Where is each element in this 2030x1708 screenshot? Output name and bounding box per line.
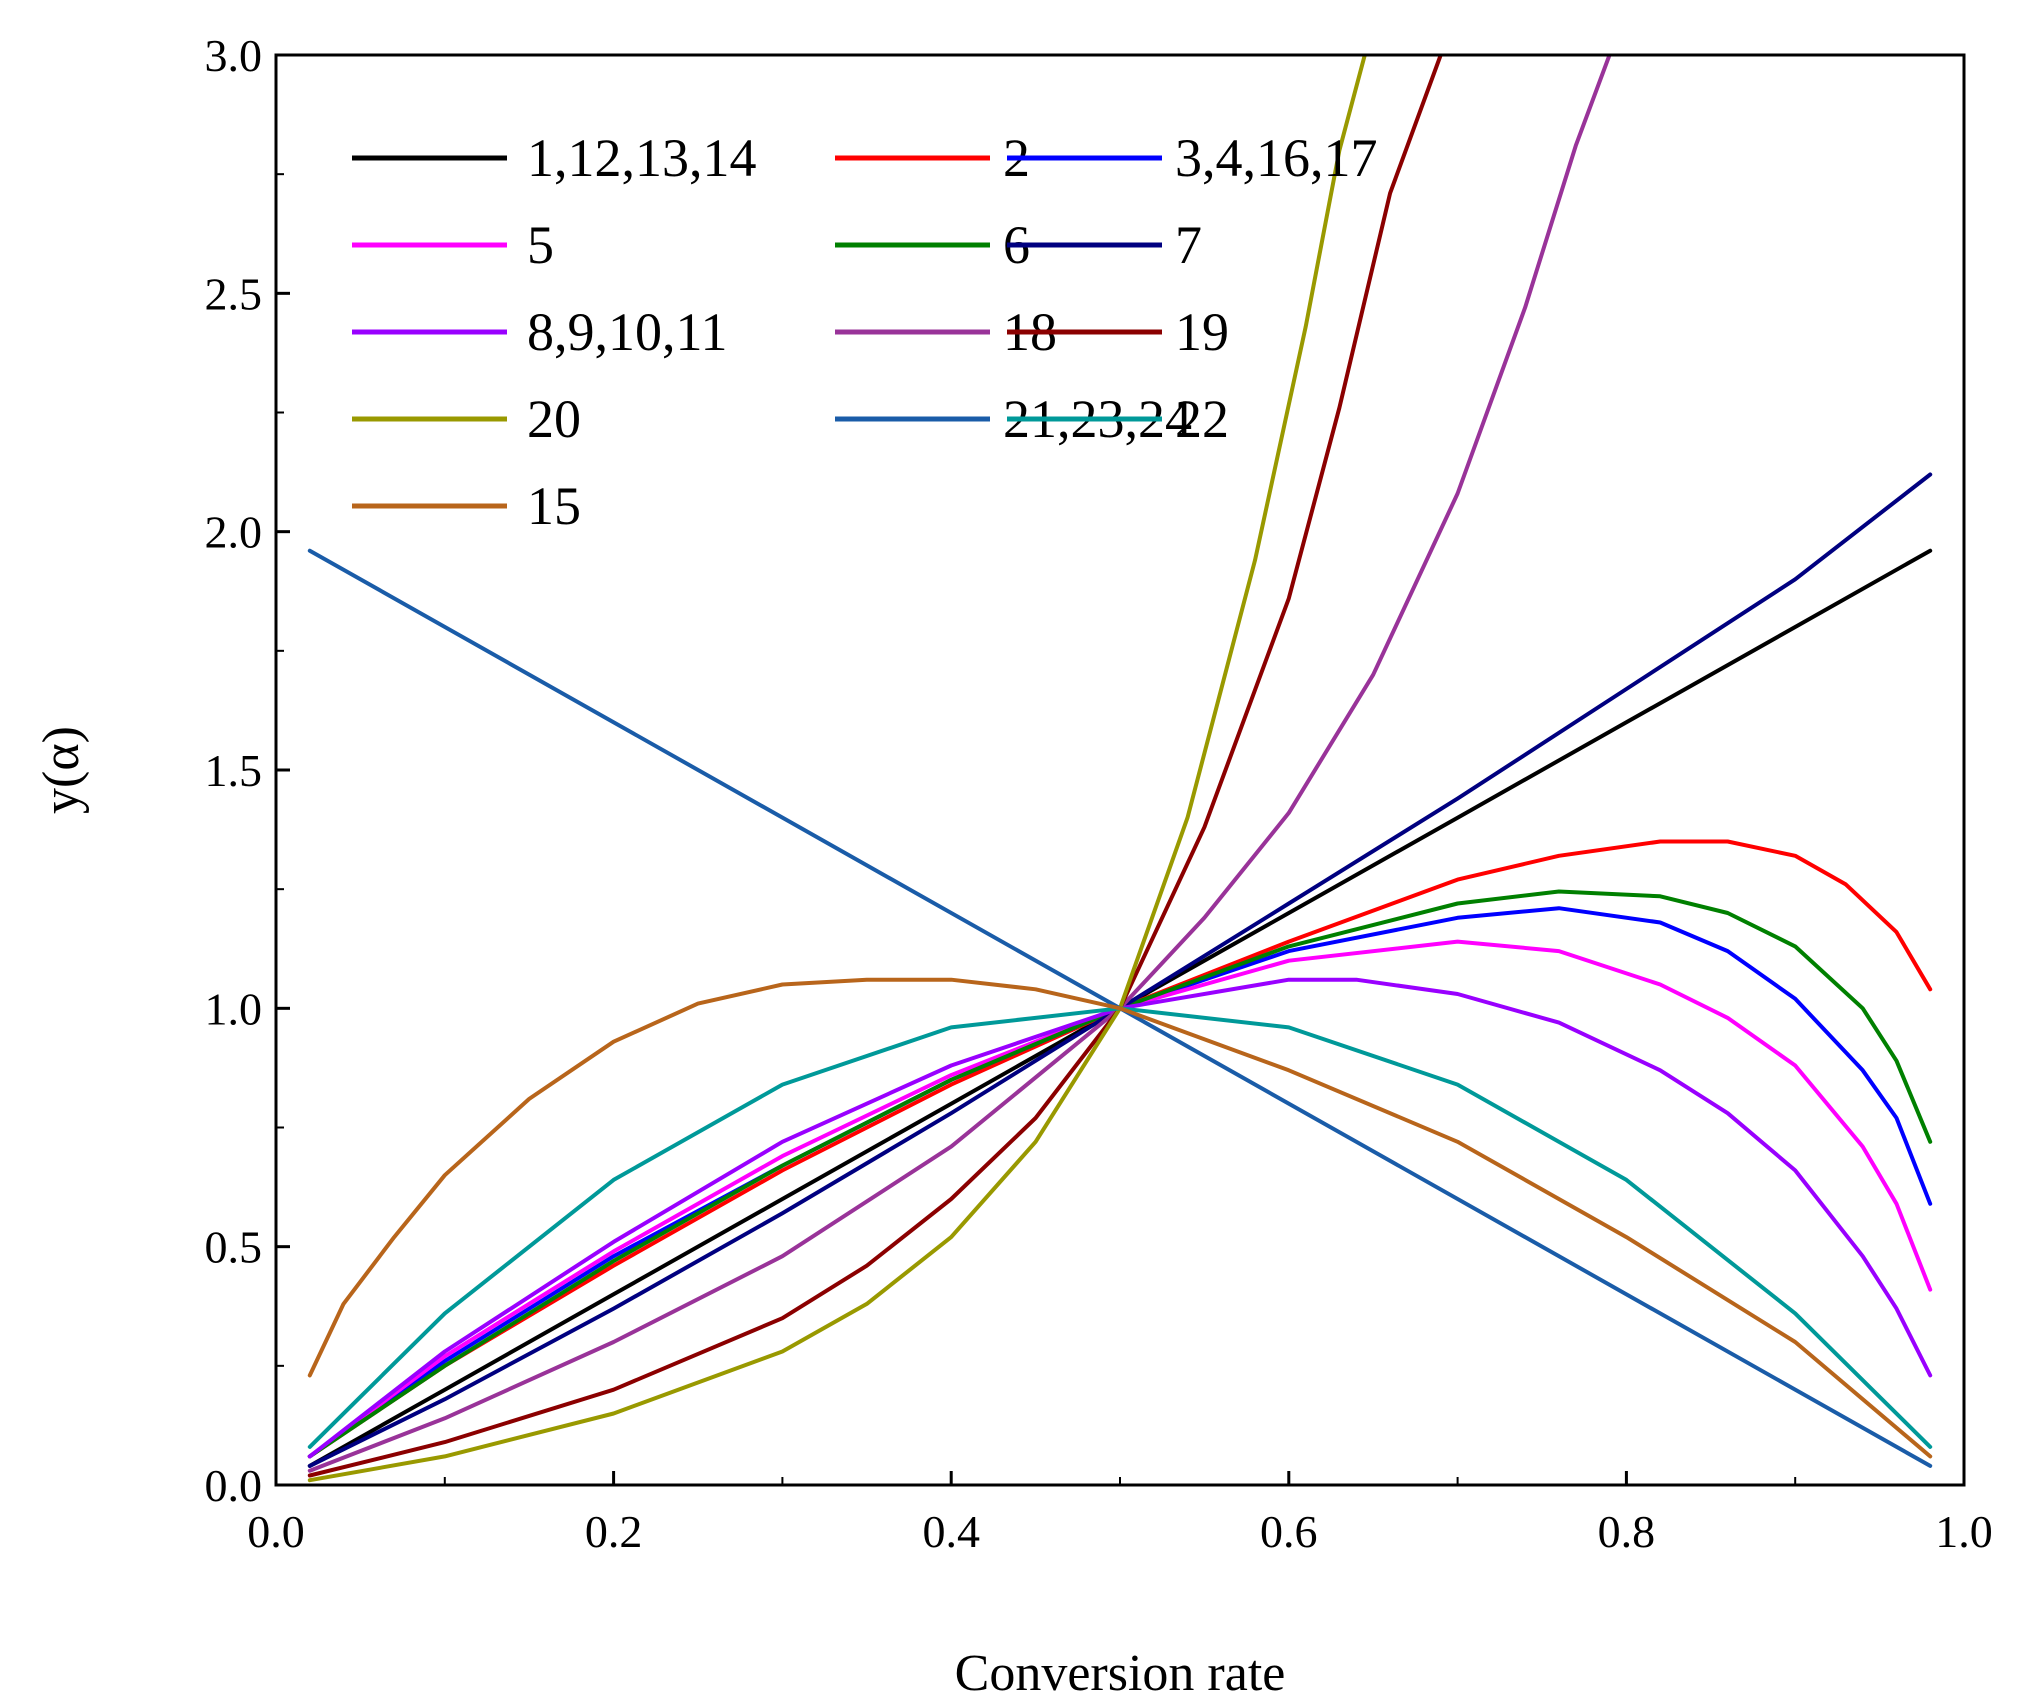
y-tick-label: 0.5 — [205, 1222, 263, 1273]
x-tick-label: 0.8 — [1598, 1506, 1656, 1557]
y-tick-label: 3.0 — [205, 30, 263, 81]
y-tick-label: 1.5 — [205, 745, 263, 796]
x-tick-label: 0.6 — [1260, 1506, 1318, 1557]
legend-item: 19 — [1007, 302, 1229, 362]
legend-label: 1,12,13,14 — [527, 128, 757, 188]
series-line-10 — [307, 55, 1367, 1483]
y-axis-title: y(α) — [33, 726, 90, 814]
legend-item: 15 — [352, 476, 581, 536]
legend-label: 5 — [527, 215, 554, 275]
series-layer — [307, 55, 1933, 1483]
y-tick-label: 0.0 — [205, 1460, 263, 1511]
series-line-9 — [307, 55, 1443, 1478]
legend-label: 20 — [527, 389, 581, 449]
legend-label: 22 — [1175, 389, 1229, 449]
x-tick-label: 0.4 — [922, 1506, 980, 1557]
legend-label: 3,4,16,17 — [1175, 128, 1378, 188]
x-tick-label: 0.0 — [247, 1506, 305, 1557]
y-tick-label: 2.0 — [205, 507, 263, 558]
series-line-2 — [307, 839, 1933, 1459]
series-line-13 — [307, 977, 1933, 1459]
series-line-5 — [307, 889, 1933, 1459]
legend-item: 7 — [1007, 215, 1202, 275]
legend-item: 22 — [1007, 389, 1229, 449]
x-axis-title: Conversion rate — [955, 1645, 1286, 1702]
legend-item: 20 — [352, 389, 581, 449]
x-tick-label: 1.0 — [1935, 1506, 1993, 1557]
legend-item: 3,4,16,17 — [1007, 128, 1378, 188]
legend-item: 1,12,13,14 — [352, 128, 757, 188]
legend-item: 8,9,10,11 — [352, 302, 728, 362]
axis-ticks: 0.0 0.2 0.4 0.6 0.8 1.0 0.0 0.5 1.0 1.5 2.0 2.5 3.0 — [205, 30, 1993, 1557]
series-line-8 — [307, 55, 1612, 1473]
series-line-7 — [307, 977, 1933, 1459]
legend-label: 7 — [1175, 215, 1202, 275]
legend-label: 8,9,10,11 — [527, 302, 728, 362]
series-line-4 — [307, 939, 1933, 1459]
y-tick-label: 1.0 — [205, 983, 263, 1034]
legend-label: 19 — [1175, 302, 1229, 362]
y-tick-label: 2.5 — [205, 268, 263, 319]
series-line-3 — [307, 906, 1933, 1459]
x-tick-label: 0.2 — [585, 1506, 643, 1557]
legend-item: 5 — [352, 215, 554, 275]
legend-label: 15 — [527, 476, 581, 536]
